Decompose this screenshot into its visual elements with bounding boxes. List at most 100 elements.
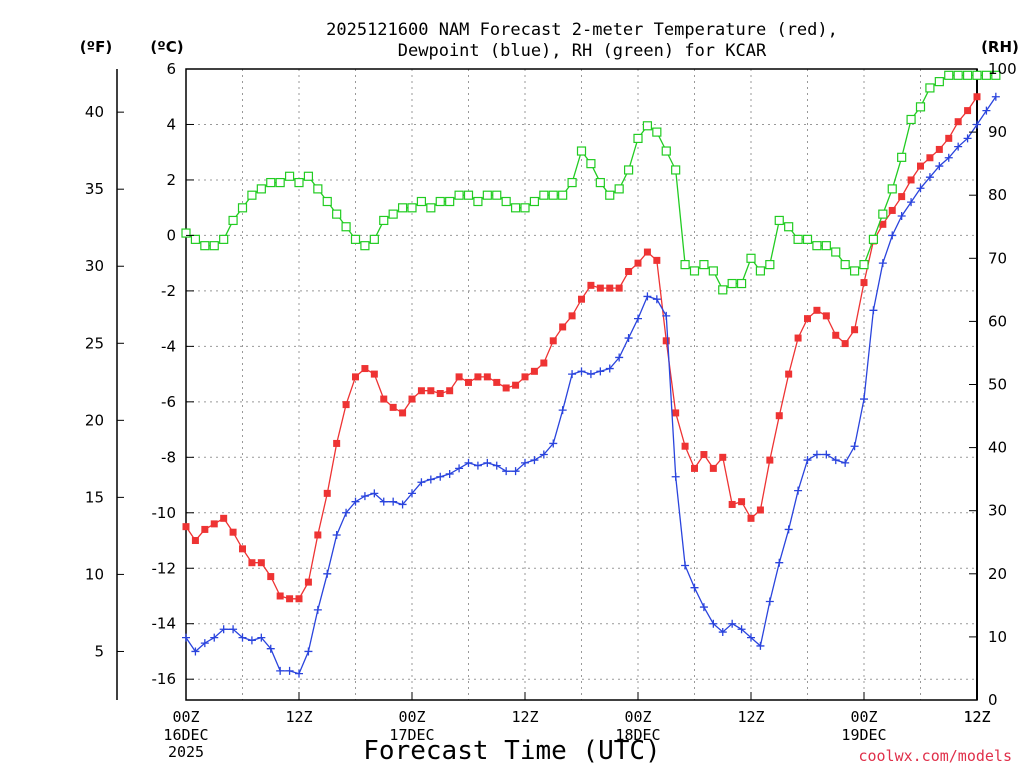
dewpoint-point [558, 406, 567, 415]
temperature-point [352, 373, 359, 381]
dewpoint-point [869, 306, 878, 315]
celsius-tick-label: 4 [166, 115, 176, 133]
rh-point [463, 190, 474, 200]
temperature-point [323, 489, 331, 497]
rh-point [529, 196, 540, 207]
celsius-tick-label: -2 [161, 282, 176, 300]
dewpoint-point [605, 364, 614, 373]
dewpoint-point [878, 259, 887, 268]
dewpoint-point [351, 497, 360, 506]
rh-point [237, 203, 248, 213]
rh-point [642, 121, 653, 131]
rh-point [473, 196, 483, 207]
temperature-point [483, 373, 491, 381]
rh-point [962, 70, 973, 80]
rh-point [313, 184, 323, 194]
rh-point [925, 83, 935, 93]
dewpoint-point [784, 525, 793, 534]
rh-point [765, 260, 775, 270]
dewpoint-point [944, 153, 953, 162]
rh-point [746, 253, 756, 263]
rh-point [360, 241, 370, 251]
temperature-point [832, 331, 840, 339]
temperature-point [568, 312, 576, 320]
temperature-point [917, 162, 924, 170]
dewpoint-point [812, 450, 821, 459]
dewpoint-point [426, 475, 435, 484]
rh-point [614, 184, 624, 194]
fahrenheit-tick-label: 10 [85, 565, 104, 583]
x-tick-date: 18DEC [615, 726, 660, 744]
dewpoint-point [483, 458, 492, 467]
fahrenheit-tick-label: 35 [85, 180, 104, 198]
temperature-point [493, 378, 501, 386]
temperature-point [578, 295, 585, 303]
rh-point [567, 177, 577, 188]
dewpoint-point [568, 370, 577, 379]
rh-point [190, 234, 201, 244]
temperature-point [201, 525, 209, 533]
dewpoint-point [502, 467, 511, 476]
temperature-point [860, 279, 868, 287]
plot-frame [185, 68, 978, 701]
temperature-point [700, 451, 708, 459]
rh-point [322, 196, 332, 207]
unit-rh: (RH) [981, 38, 1019, 56]
temperature-point [191, 537, 199, 545]
temperature-point [286, 595, 294, 603]
celsius-tick-label: 2 [166, 171, 176, 189]
dewpoint-point [690, 583, 699, 592]
rh-point [699, 260, 709, 270]
rh-point [407, 203, 417, 213]
celsius-tick-label: -14 [152, 615, 177, 633]
temperature-point [794, 334, 802, 342]
temperature-point [248, 559, 256, 567]
dewpoint-point [907, 198, 916, 207]
unit-celsius: (ºC) [150, 38, 183, 56]
rh-point [878, 209, 888, 219]
dewpoint-point [982, 106, 991, 115]
rh-point [492, 190, 502, 200]
x-tick-label: 00Z [624, 708, 651, 726]
rh-tick-label: 40 [988, 439, 1007, 457]
rh-point [576, 146, 587, 156]
dewpoint-point [549, 439, 558, 448]
credit-text: coolwx.com/models [858, 747, 1012, 765]
dewpoint-point [436, 472, 445, 481]
rh-point [793, 234, 803, 244]
dewpoint-point [596, 367, 605, 376]
temperature-point [389, 403, 397, 411]
rh-tick-label: 80 [988, 186, 1007, 204]
temperature-point [210, 520, 218, 528]
dewpoint-point [954, 142, 963, 151]
temperature-point [436, 390, 444, 398]
dewpoint-point [765, 597, 774, 606]
temperature-point [719, 453, 727, 461]
temperature-point [446, 387, 454, 395]
temperature-point [954, 118, 962, 126]
dewpoint-point [332, 530, 341, 539]
rh-point [784, 222, 794, 232]
dewpoint-point [634, 314, 642, 323]
rh-point [482, 190, 492, 200]
dewpoint-point [285, 666, 294, 675]
temperature-point [728, 500, 736, 508]
dewpoint-point [521, 458, 529, 467]
fahrenheit-tick-label: 20 [85, 411, 104, 429]
chart-title: 2025121600 NAM Forecast 2-meter Temperat… [326, 20, 838, 40]
temperature-point [370, 370, 378, 378]
temperature-point [606, 284, 614, 292]
rh-tick-label: 0 [988, 691, 998, 709]
rh-tick-label: 90 [988, 123, 1007, 141]
rh-tick-label: 30 [988, 502, 1007, 520]
dewpoint-point [662, 311, 671, 320]
dewpoint-point [850, 442, 859, 451]
temperature-point [549, 337, 557, 345]
rh-point [661, 146, 671, 156]
temperature-point [804, 315, 811, 323]
dewpoint-point [935, 162, 944, 171]
rh-point [350, 234, 361, 244]
rh-point [219, 234, 229, 244]
rh-point [718, 285, 728, 295]
